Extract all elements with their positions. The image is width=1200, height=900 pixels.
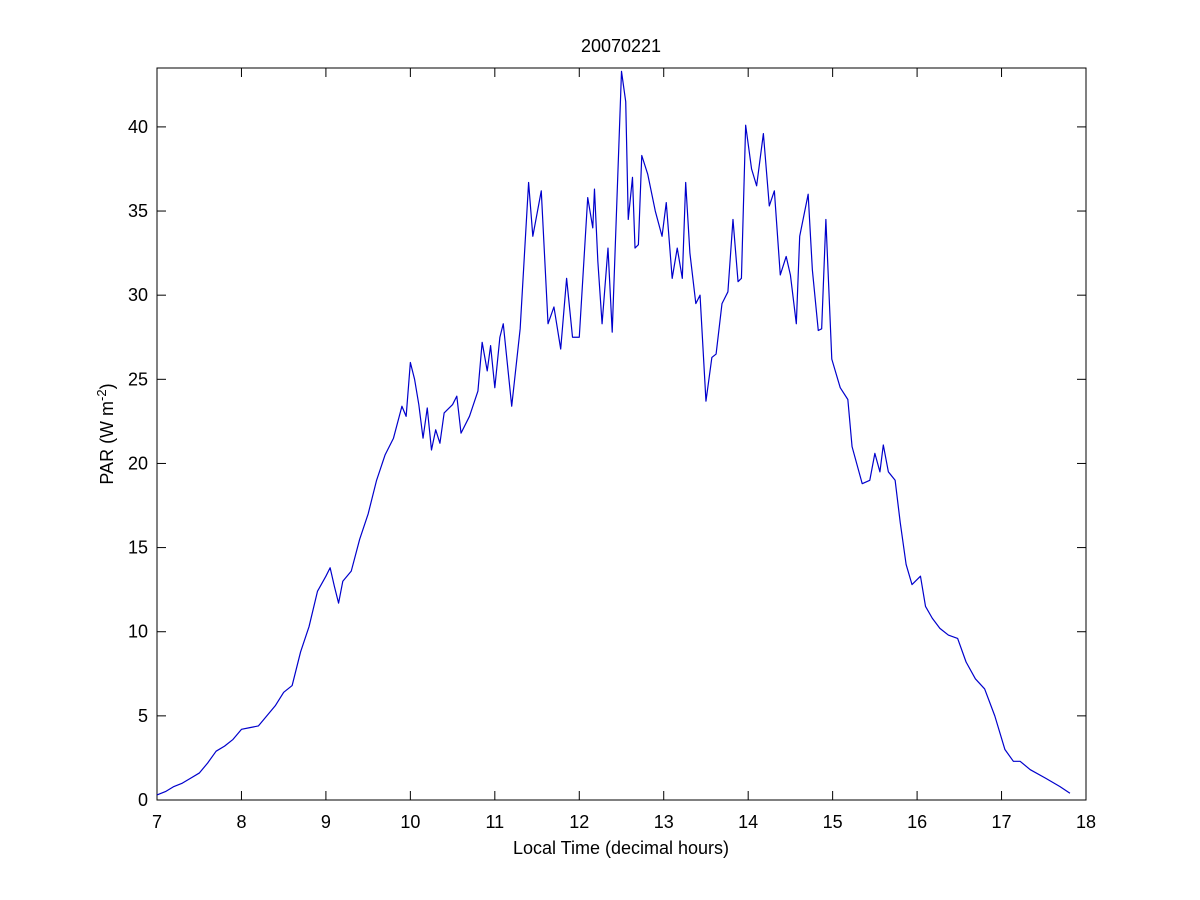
x-tick-label: 16: [907, 812, 927, 832]
y-tick-label: 40: [128, 117, 148, 137]
x-tick-label: 12: [569, 812, 589, 832]
y-tick-label: 30: [128, 285, 148, 305]
x-tick-label: 8: [236, 812, 246, 832]
axes-box: [156, 67, 1087, 801]
y-tick-label: 25: [128, 369, 148, 389]
chart-title: 20070221: [581, 36, 661, 56]
y-axis-label: PAR (W m-2): [94, 383, 117, 484]
y-axis-label-superscript: -2: [94, 389, 109, 401]
x-tick-label: 13: [654, 812, 674, 832]
x-tick-label: 14: [738, 812, 758, 832]
y-axis-label-text: PAR (W m: [97, 401, 117, 485]
y-tick-label: 20: [128, 453, 148, 473]
x-tick-label: 9: [321, 812, 331, 832]
x-tick-label: 11: [485, 812, 504, 832]
y-tick-label: 35: [128, 201, 148, 221]
x-axis-label: Local Time (decimal hours): [513, 838, 729, 858]
data-line: [156, 70, 1071, 796]
y-tick-label: 5: [138, 706, 148, 726]
x-tick-label: 7: [152, 812, 162, 832]
y-tick-label: 0: [138, 790, 148, 810]
x-tick-label: 17: [992, 812, 1012, 832]
y-tick-label: 15: [128, 538, 148, 558]
x-tick-label: 18: [1076, 812, 1096, 832]
y-tick-label: 10: [128, 622, 148, 642]
x-tick-label: 15: [823, 812, 843, 832]
x-tick-label: 10: [400, 812, 420, 832]
y-axis-label-suffix: ): [97, 383, 117, 389]
